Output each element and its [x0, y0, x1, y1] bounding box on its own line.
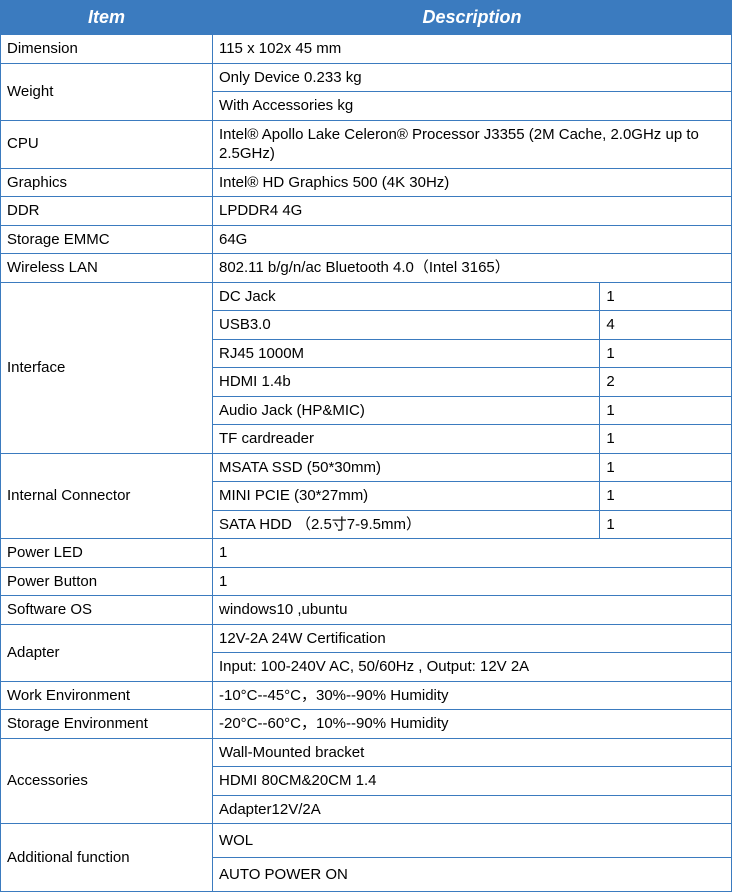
desc-cell: USB3.0	[212, 311, 599, 340]
desc-cell: Input: 100-240V AC, 50/60Hz , Output: 12…	[212, 653, 731, 682]
item-cell: CPU	[1, 120, 213, 168]
item-cell: Power Button	[1, 567, 213, 596]
item-cell: Wireless LAN	[1, 254, 213, 283]
desc-cell: WOL	[212, 824, 731, 858]
item-cell: Accessories	[1, 738, 213, 824]
qty-cell: 1	[600, 453, 732, 482]
table-row: DDRLPDDR4 4G	[1, 197, 732, 226]
table-row: Power Button1	[1, 567, 732, 596]
qty-cell: 1	[600, 425, 732, 454]
desc-cell: 802.11 b/g/n/ac Bluetooth 4.0（Intel 3165…	[212, 254, 731, 283]
desc-cell: windows10 ,ubuntu	[212, 596, 731, 625]
desc-cell: Adapter12V/2A	[212, 795, 731, 824]
table-row: Additional functionWOL	[1, 824, 732, 858]
table-row: Storage EMMC64G	[1, 225, 732, 254]
item-cell: Storage EMMC	[1, 225, 213, 254]
table-row: Adapter12V-2A 24W Certification	[1, 624, 732, 653]
desc-cell: -10°C--45°C，30%--90% Humidity	[212, 681, 731, 710]
table-row: Internal ConnectorMSATA SSD (50*30mm)1	[1, 453, 732, 482]
desc-cell: DC Jack	[212, 282, 599, 311]
table-row: Dimension115 x 102x 45 mm	[1, 35, 732, 64]
item-cell: Software OS	[1, 596, 213, 625]
qty-cell: 1	[600, 482, 732, 511]
qty-cell: 2	[600, 368, 732, 397]
item-cell: Dimension	[1, 35, 213, 64]
desc-cell: HDMI 1.4b	[212, 368, 599, 397]
item-cell: Power LED	[1, 539, 213, 568]
table-row: GraphicsIntel® HD Graphics 500 (4K 30Hz)	[1, 168, 732, 197]
qty-cell: 1	[600, 282, 732, 311]
desc-cell: With Accessories kg	[212, 92, 731, 121]
qty-cell: 1	[600, 339, 732, 368]
table-row: Wireless LAN802.11 b/g/n/ac Bluetooth 4.…	[1, 254, 732, 283]
desc-cell: AUTO POWER ON	[212, 858, 731, 892]
item-cell: Weight	[1, 63, 213, 120]
desc-cell: MSATA SSD (50*30mm)	[212, 453, 599, 482]
desc-cell: Intel® Apollo Lake Celeron® Processor J3…	[212, 120, 731, 168]
item-cell: Storage Environment	[1, 710, 213, 739]
spec-table: Item Description Dimension115 x 102x 45 …	[0, 0, 732, 892]
header-description: Description	[212, 1, 731, 35]
desc-cell: TF cardreader	[212, 425, 599, 454]
item-cell: Adapter	[1, 624, 213, 681]
desc-cell: 115 x 102x 45 mm	[212, 35, 731, 64]
desc-cell: MINI PCIE (30*27mm)	[212, 482, 599, 511]
item-cell: DDR	[1, 197, 213, 226]
desc-cell: RJ45 1000M	[212, 339, 599, 368]
table-row: CPUIntel® Apollo Lake Celeron® Processor…	[1, 120, 732, 168]
desc-cell: Only Device 0.233 kg	[212, 63, 731, 92]
item-cell: Internal Connector	[1, 453, 213, 539]
desc-cell: SATA HDD （2.5寸7-9.5mm）	[212, 510, 599, 539]
table-row: Storage Environment-20°C--60°C，10%--90% …	[1, 710, 732, 739]
qty-cell: 1	[600, 510, 732, 539]
table-row: Power LED1	[1, 539, 732, 568]
desc-cell: -20°C--60°C，10%--90% Humidity	[212, 710, 731, 739]
desc-cell: 1	[212, 567, 731, 596]
table-row: Software OSwindows10 ,ubuntu	[1, 596, 732, 625]
desc-cell: Intel® HD Graphics 500 (4K 30Hz)	[212, 168, 731, 197]
desc-cell: 12V-2A 24W Certification	[212, 624, 731, 653]
table-row: Work Environment-10°C--45°C，30%--90% Hum…	[1, 681, 732, 710]
desc-cell: Audio Jack (HP&MIC)	[212, 396, 599, 425]
item-cell: Additional function	[1, 824, 213, 892]
item-cell: Work Environment	[1, 681, 213, 710]
item-cell: Interface	[1, 282, 213, 453]
desc-cell: 64G	[212, 225, 731, 254]
qty-cell: 4	[600, 311, 732, 340]
desc-cell: 1	[212, 539, 731, 568]
header-item: Item	[1, 1, 213, 35]
desc-cell: LPDDR4 4G	[212, 197, 731, 226]
item-cell: Graphics	[1, 168, 213, 197]
table-row: InterfaceDC Jack1	[1, 282, 732, 311]
table-row: WeightOnly Device 0.233 kg	[1, 63, 732, 92]
qty-cell: 1	[600, 396, 732, 425]
table-row: AccessoriesWall-Mounted bracket	[1, 738, 732, 767]
header-row: Item Description	[1, 1, 732, 35]
desc-cell: Wall-Mounted bracket	[212, 738, 731, 767]
